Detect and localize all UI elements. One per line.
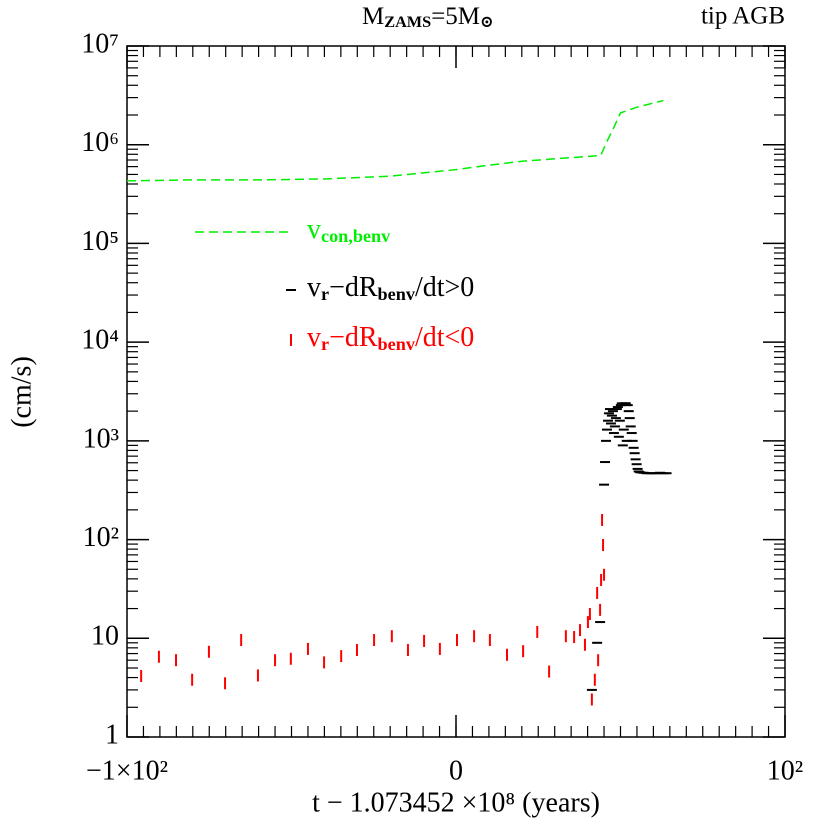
y-tick-label: 10⁴ (81, 325, 119, 356)
legend-label: vr−dRbenv/dt<0 (307, 322, 474, 353)
y-tick-label: 10⁶ (81, 127, 119, 158)
y-axis-label: (cm/s) (6, 356, 37, 428)
y-tick-label: 10³ (83, 423, 119, 454)
legend-label: vr−dRbenv/dt>0 (307, 272, 474, 303)
plot-frame (126, 45, 786, 738)
y-tick-label: 10 (91, 621, 119, 652)
y-tick-label: 10² (83, 522, 119, 553)
chart-title: MZAMS=5M⊙ (362, 3, 494, 31)
x-tick-label: −1×10² (86, 755, 168, 786)
x-tick-label: 0 (449, 755, 463, 786)
chart-subtitle: tip AGB (701, 3, 785, 30)
x-axis-label: t − 1.073452 ×10⁸ (years) (312, 787, 600, 818)
data-line (126, 99, 664, 182)
y-tick-label: 10⁵ (81, 226, 119, 257)
y-tick-label: 1 (105, 719, 119, 750)
legend-label: vcon,benv (307, 214, 391, 245)
x-tick-label: 10² (767, 755, 803, 786)
y-tick-label: 10⁷ (81, 28, 119, 59)
